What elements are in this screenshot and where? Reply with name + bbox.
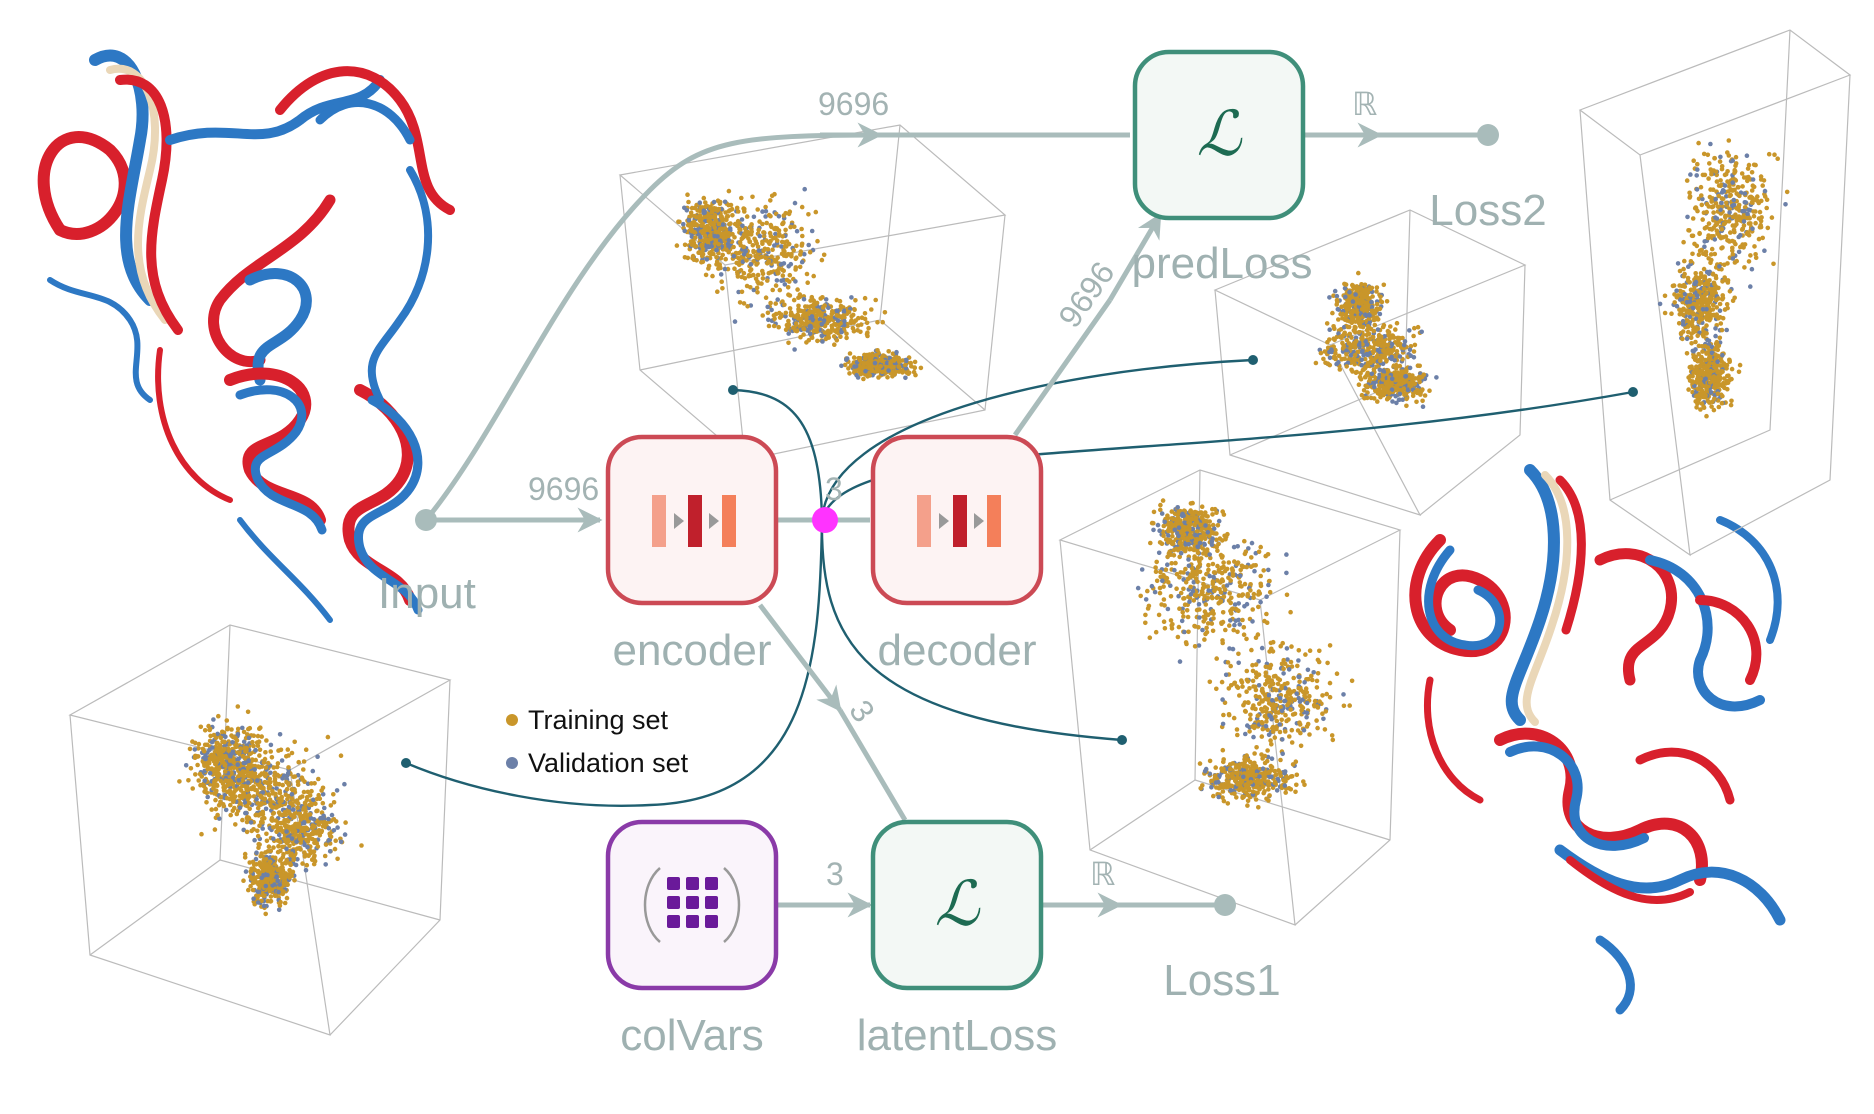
pointer-lines [405, 358, 1634, 807]
encoder-box [605, 434, 779, 606]
scatter-cloud-bottom-left [177, 704, 364, 917]
edge-label-colvars-latentloss: 3 [826, 856, 844, 892]
colvars-box [605, 819, 779, 991]
scatter-cloud-center-bottom [1135, 498, 1355, 810]
latentloss-box: ℒ [870, 819, 1044, 991]
scatter-cloud-far-right [1657, 138, 1790, 419]
loss2-point [1477, 124, 1499, 146]
predloss-box: ℒ [1132, 49, 1306, 221]
loss1-point [1214, 894, 1236, 916]
loss2-label: Loss2 [1429, 186, 1546, 235]
edge-label-latentloss-loss1: ℝ [1090, 856, 1115, 892]
scatter-cube-center-bottom [1058, 469, 1402, 926]
loss-symbol: ℒ [935, 867, 981, 940]
encoder-label: encoder [612, 626, 771, 675]
network-icon [652, 495, 736, 547]
edge-label-encoder-decoder: 3 [825, 471, 843, 507]
protein-structure-top-left [37, 49, 455, 623]
input-label: Input [378, 569, 476, 618]
decoder-box [870, 434, 1044, 606]
loss1-label: Loss1 [1163, 956, 1280, 1005]
pointer-endpoints [401, 355, 1638, 768]
scatter-cloud-top [674, 186, 924, 382]
scatter-cube-far-right [1578, 29, 1852, 557]
loss-symbol: ℒ [1197, 97, 1243, 170]
junction-point [812, 507, 838, 533]
edge-label-predloss-loss2: ℝ [1352, 86, 1377, 122]
legend-dot-training [506, 714, 518, 726]
scatter-cloud-mid-right [1313, 270, 1439, 410]
terminal-points [415, 124, 1499, 916]
decoder-label: decoder [877, 626, 1036, 675]
colvars-label: colVars [620, 1011, 763, 1060]
edge-label-input-predloss: 9696 [818, 86, 889, 122]
predloss-label: predLoss [1131, 239, 1312, 288]
legend-dot-validation [506, 757, 518, 769]
protein-structure-bottom-right [1409, 464, 1786, 1015]
legend-label-training: Training set [528, 705, 669, 735]
network-icon [917, 495, 1001, 547]
matrix-icon [643, 867, 741, 943]
scatter-cube-bottom-left [68, 624, 452, 1036]
legend-label-validation: Validation set [528, 748, 689, 778]
legend: Training set Validation set [506, 705, 689, 778]
edge-label-input-encoder: 9696 [528, 471, 599, 507]
scatter-cube-top [618, 124, 1007, 462]
input-point [415, 509, 437, 531]
latentloss-label: latentLoss [857, 1011, 1058, 1060]
